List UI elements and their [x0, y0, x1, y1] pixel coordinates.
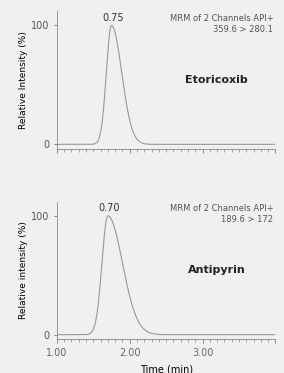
- Y-axis label: Relative intensity (%): Relative intensity (%): [19, 222, 28, 319]
- Text: 0.75: 0.75: [102, 13, 124, 23]
- Text: Etoricoxib: Etoricoxib: [185, 75, 248, 85]
- Y-axis label: Relative Intensity (%): Relative Intensity (%): [19, 31, 28, 129]
- Text: MRM of 2 Channels API+
359.6 > 280.1: MRM of 2 Channels API+ 359.6 > 280.1: [170, 14, 273, 34]
- X-axis label: Time (min): Time (min): [139, 364, 193, 373]
- Text: MRM of 2 Channels API+
189.6 > 172: MRM of 2 Channels API+ 189.6 > 172: [170, 204, 273, 225]
- Text: 0.70: 0.70: [99, 203, 120, 213]
- Text: Antipyrin: Antipyrin: [187, 266, 245, 276]
